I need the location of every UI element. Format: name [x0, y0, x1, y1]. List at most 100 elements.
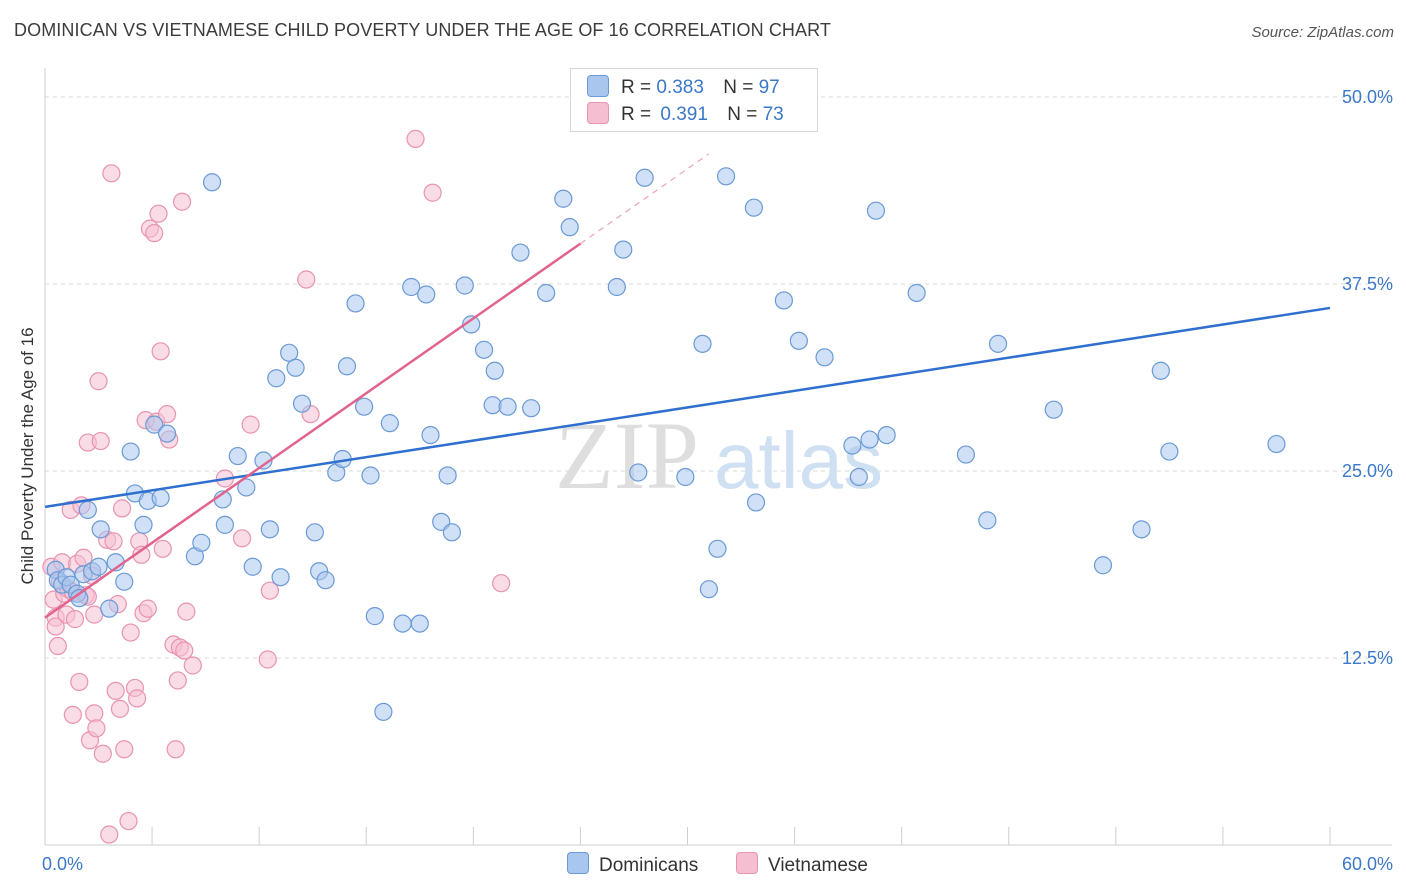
dominican-point [355, 397, 374, 416]
vietnamese-point [104, 532, 123, 551]
dominican-point [402, 277, 421, 297]
vietnamese-points [42, 129, 511, 844]
dominican-point [305, 523, 324, 542]
legend-label-vietnamese: Vietnamese [768, 855, 868, 876]
dominican-point [607, 277, 626, 297]
dominican-point [346, 294, 365, 313]
dominican-point [121, 442, 140, 461]
dominican-point [537, 283, 556, 303]
dominican-trend-line [44, 306, 1331, 509]
legend-r-label: R = [621, 77, 652, 98]
dominican-point [789, 331, 808, 350]
legend-label-dominicans: Dominicans [599, 855, 699, 876]
vietnamese-point [100, 825, 119, 844]
dominican-point [877, 425, 896, 445]
dominican-point [393, 614, 412, 633]
correlation-legend: R = 0.383 N = 97 R = 0.391 N = 73 [570, 68, 818, 132]
dominican-point [145, 415, 164, 434]
dominican-point [866, 201, 886, 220]
dominican-point [629, 463, 648, 482]
dominican-point [699, 580, 719, 599]
dominican-point [421, 425, 440, 445]
dominican-point [676, 467, 695, 487]
dominican-point [374, 702, 393, 721]
tick-labels: 12.5% 25.0% 37.5% 50.0% 0.0% 60.0% [42, 87, 1393, 874]
legend-r-value: 0.391 [660, 104, 708, 125]
dominican-point [774, 291, 793, 310]
legend-row-vietnamese: R = 0.391 N = 73 [587, 102, 784, 126]
vietnamese-trend-line [44, 242, 582, 619]
vietnamese-point [91, 431, 110, 451]
vietnamese-point [110, 699, 130, 718]
legend-item-vietnamese[interactable]: Vietnamese [736, 852, 868, 877]
dominican-point [843, 436, 862, 455]
vietnamese-swatch [736, 852, 758, 874]
dominican-point [744, 198, 763, 217]
dominican-point [1160, 442, 1179, 461]
vietnamese-point [46, 617, 65, 636]
dominican-point [455, 276, 474, 295]
dominican-point [483, 396, 502, 415]
watermark: ZIP atlas [555, 402, 883, 509]
x-tick-label: 0.0% [42, 854, 83, 874]
vietnamese-point [119, 811, 138, 831]
vietnamese-point [48, 636, 67, 656]
y-tick-label: 25.0% [1342, 461, 1393, 481]
dominican-point [271, 568, 290, 587]
dominican-point [860, 430, 879, 449]
y-tick-label: 37.5% [1342, 274, 1393, 294]
x-tick-label: 60.0% [1342, 854, 1393, 874]
dominican-point [292, 394, 312, 413]
dominican-point [849, 467, 868, 487]
vietnamese-point [175, 641, 194, 660]
dominican-point [151, 488, 170, 508]
dominican-point [614, 240, 633, 259]
vietnamese-point [87, 719, 106, 738]
dominican-point [907, 283, 926, 303]
dominican-point [708, 539, 727, 558]
vietnamese-point [85, 704, 104, 723]
dominican-point [157, 424, 177, 443]
vietnamese-point [258, 650, 277, 669]
vietnamese-point [89, 372, 108, 391]
dominican-point [1044, 400, 1063, 419]
dominican-point [1132, 520, 1151, 539]
dominican-point [417, 285, 436, 304]
vietnamese-point [492, 574, 511, 593]
dominican-point [511, 243, 530, 262]
dominican-point [78, 500, 97, 519]
legend-n-label: N = [723, 77, 754, 98]
legend-r-label: R = [621, 104, 652, 125]
vietnamese-point [166, 740, 185, 759]
vietnamese-point [297, 270, 316, 289]
vietnamese-point [406, 129, 425, 148]
dominican-point [693, 334, 712, 353]
y-tick-label: 50.0% [1342, 87, 1393, 107]
dominican-point [485, 361, 504, 380]
dominican-point [380, 414, 399, 433]
dominican-point [192, 533, 211, 552]
dominican-point [956, 445, 976, 464]
legend-row-dominican: R = 0.383 N = 97 [587, 75, 780, 99]
vietnamese-point [172, 192, 192, 211]
dominican-point [410, 614, 429, 633]
axis-layer [44, 68, 1392, 846]
legend-n-value: 73 [762, 104, 784, 125]
dominican-point [134, 515, 153, 534]
vietnamese-point [151, 342, 170, 361]
dominican-point [286, 358, 305, 377]
vietnamese-point [63, 705, 82, 724]
legend-n-label: N = [727, 104, 758, 125]
vietnamese-point [168, 671, 187, 690]
dominican-point [115, 572, 134, 591]
dominican-point [89, 557, 108, 576]
dominican-point [716, 167, 736, 186]
legend-item-dominicans[interactable]: Dominicans [567, 852, 698, 877]
dominican-point [635, 168, 654, 187]
watermark-zip: ZIP [555, 402, 699, 509]
dominican-point [442, 523, 462, 542]
vietnamese-point [112, 499, 132, 518]
vietnamese-point [153, 539, 172, 558]
trend-lines [44, 153, 1331, 619]
